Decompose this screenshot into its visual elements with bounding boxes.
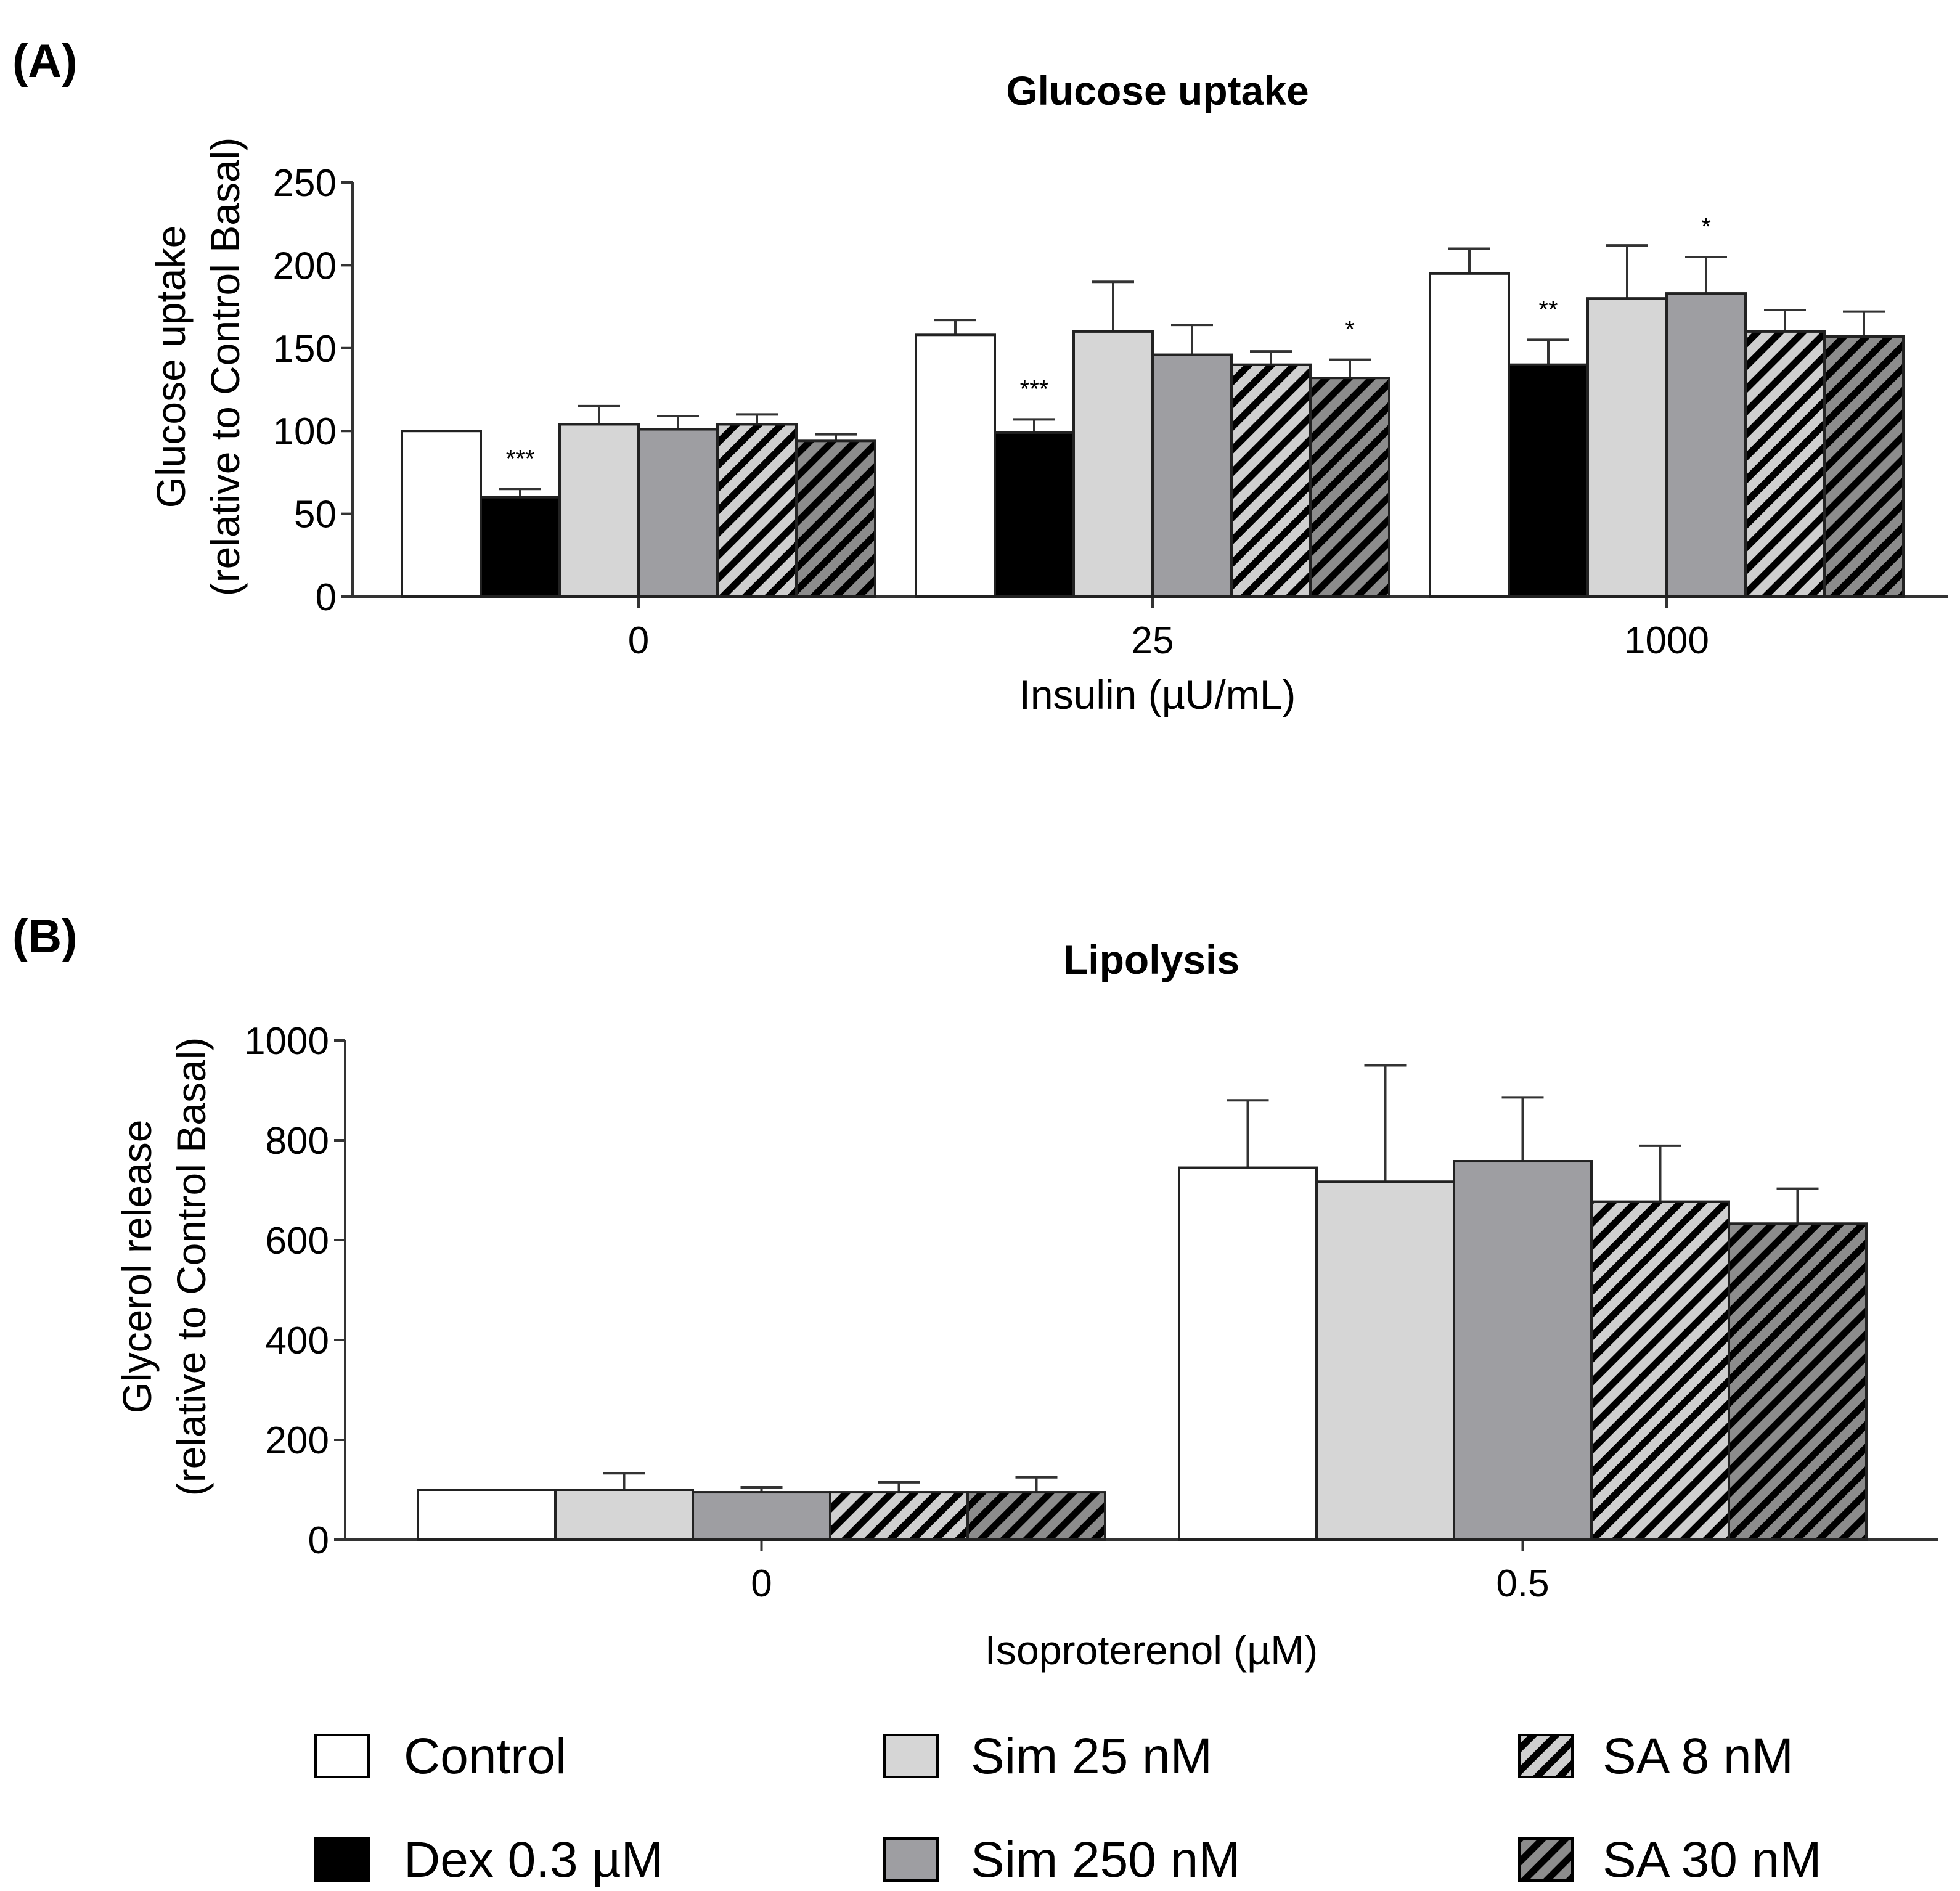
panel-a-bar-sa8 [1744,330,1826,598]
panel-b-title: Lipolysis [1063,937,1239,982]
panel-a-bar-control [401,430,482,598]
panel-a-bar-sim250 [1665,292,1747,598]
legend-label-sim250: Sim 250 nM [971,1832,1241,1888]
panel-b-bar-sa30 [1728,1222,1868,1541]
legend-item-control: Control [314,1728,566,1784]
panel-b-bar-sa8 [829,1491,969,1542]
panel-a-bar-sa8 [716,423,798,598]
panel-b-bar-sim250 [1453,1160,1593,1541]
panel-b-bar-control [1178,1166,1318,1542]
panel-b-bar-control [417,1489,557,1541]
panel-a-significance-dex: *** [1020,375,1049,402]
panel-a-y-tick-label: 200 [273,245,337,287]
panel-b-x-tick-label: 0 [751,1562,772,1605]
panel-a-significance-sa30: * [1345,316,1355,343]
panel-b-bar-sim25 [554,1489,694,1541]
panel-a-bar-dex [1508,363,1589,598]
panel-b-x-tick-label: 0.5 [1496,1562,1549,1605]
panel-a-significance-sim250: * [1701,213,1711,240]
panel-a-x-tick-label: 0 [628,619,649,662]
panel-a-y-tick-label: 150 [273,328,337,370]
panel-a-bar-control [1429,272,1510,598]
panel-b-bar-sa8 [1590,1200,1730,1541]
panel-a-bar-dex [994,431,1075,598]
legend-item-sim25: Sim 25 nM [883,1728,1212,1784]
legend-swatch-sim250 [883,1837,939,1882]
legend-label-control: Control [404,1728,566,1784]
legend-swatch-sa30 [1518,1837,1574,1882]
legend-swatch-sim25 [883,1734,939,1778]
legend-swatch-sa8 [1518,1734,1574,1778]
panel-b-bar-sim25 [1315,1180,1455,1541]
legend-item-dex: Dex 0.3 µM [314,1832,663,1888]
panel-a-significance-dex: *** [506,445,535,472]
panel-b-xlabel: Isoproterenol (µM) [985,1627,1318,1673]
legend-swatch-dex [314,1837,370,1882]
legend-item-sa8: SA 8 nM [1518,1728,1794,1784]
panel-b-label: (B) [12,910,78,963]
panel-a-bar-sim25 [558,423,640,598]
panel-a-bar-control [915,333,996,598]
panel-a-bar-sa30 [795,439,876,598]
panel-a-y-tick-label: 250 [273,162,337,205]
panel-a-bar-sim250 [637,428,719,598]
legend-label-sa8: SA 8 nM [1603,1728,1794,1784]
panel-b-y-tick-label: 0 [308,1519,329,1562]
panel-b-y-tick-label: 800 [266,1120,329,1162]
panel-a-ylabel-line1: Glucose uptake [148,226,194,508]
panel-b-bar-sim250 [692,1491,831,1542]
panel-b-plot: 0 200 400 600 800 1000 0 0.5 [244,1020,1938,1605]
panel-a-title: Glucose uptake [1006,68,1309,113]
legend: Control Dex 0.3 µM Sim 25 nM Sim 250 nM … [314,1728,1822,1888]
legend-item-sa30: SA 30 nM [1518,1832,1822,1888]
panel-b-y-tick-label: 200 [266,1419,329,1462]
panel-a-bar-sa8 [1230,363,1312,598]
panel-a-x-tick-label: 25 [1132,619,1174,662]
legend-label-sim25: Sim 25 nM [971,1728,1212,1784]
panel-a-ylabel-line2: (relative to Control Basal) [202,137,248,597]
panel-b-y-tick-label: 1000 [244,1020,329,1063]
panel-a-xlabel: Insulin (µU/mL) [1019,672,1296,717]
panel-a-y-tick-label: 0 [316,576,337,619]
panel-a-x-tick-label: 1000 [1624,619,1709,662]
panel-a-y-tick-label: 100 [273,410,337,453]
legend-label-dex: Dex 0.3 µM [404,1832,663,1888]
legend-item-sim250: Sim 250 nM [883,1832,1241,1888]
panel-b-y-tick-label: 600 [266,1220,329,1262]
legend-swatch-control [314,1734,370,1778]
panel-a-significance-dex: ** [1538,296,1558,323]
panel-b: (B) Lipolysis Glycerol release (relative… [12,910,1938,1673]
panel-b-bar-sa30 [966,1491,1106,1542]
panel-a-y-tick-label: 50 [294,494,337,536]
panel-a-bar-sa30 [1823,335,1905,598]
panel-a-bar-sim25 [1586,297,1668,598]
legend-label-sa30: SA 30 nM [1603,1832,1822,1888]
panel-a-bar-sim250 [1151,353,1233,598]
panel-a-label: (A) [12,35,78,88]
panel-b-y-tick-label: 400 [266,1320,329,1362]
panel-b-ylabel-line1: Glycerol release [114,1120,160,1414]
panel-a-bar-sa30 [1309,377,1390,598]
panel-a-bar-sim25 [1072,330,1154,598]
panel-a: (A) Glucose uptake Glucose uptake (relat… [12,35,1948,717]
panel-b-ylabel-line2: (relative to Control Basal) [168,1037,214,1497]
panel-a-bar-dex [480,496,561,598]
